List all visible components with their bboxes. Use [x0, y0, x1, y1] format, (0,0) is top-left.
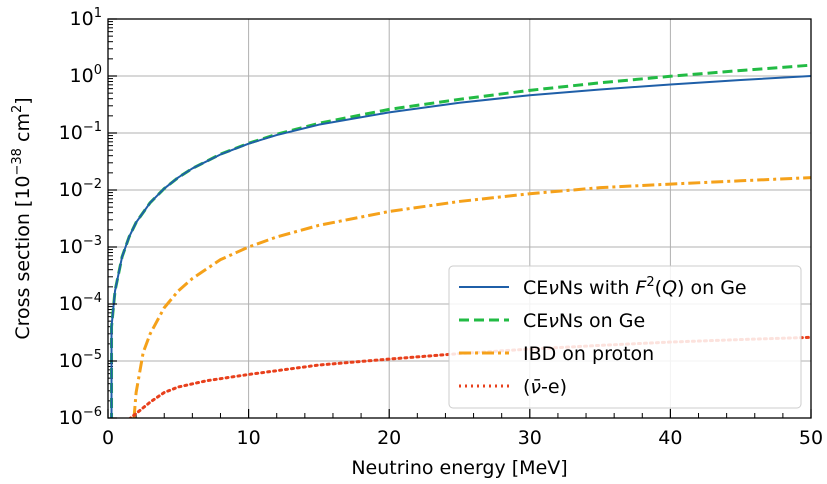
y-tick-exp: −4	[83, 291, 102, 306]
legend-label-cevns: CEνNs on Ge	[523, 310, 645, 332]
legend-box	[448, 265, 802, 409]
y-tick-base: 10	[59, 293, 83, 315]
y-tick-label: 100	[70, 63, 102, 87]
x-tick-label: 0	[102, 427, 114, 449]
y-tick-exp: −3	[83, 234, 102, 249]
y-tick-base: 10	[59, 350, 83, 372]
x-tick-labels: 0 10 20 30 40 50	[102, 427, 823, 449]
y-tick-label: 10−1	[59, 120, 102, 144]
series-line-ibd	[132, 176, 811, 418]
y-tick-label: 101	[70, 6, 102, 30]
legend-label-cevns-form-factor: CEνNs with F2(Q) on Ge	[523, 275, 747, 299]
legend-label-nu-e: (ν̄-e)	[523, 376, 567, 398]
y-tick-base: 10	[70, 65, 94, 87]
y-tick-label: 10−2	[59, 177, 102, 201]
x-axis-label: Neutrino energy [MeV]	[351, 457, 567, 479]
y-tick-label: 10−4	[59, 291, 102, 315]
x-tick-label: 10	[237, 427, 261, 449]
y-tick-exp: 1	[94, 6, 102, 21]
y-axis-label-close: ]	[12, 97, 34, 104]
major-ticks	[107, 18, 812, 419]
y-tick-base: 10	[70, 8, 94, 30]
legend: CEνNs with F2(Q) on Ge CEνNs on Ge IBD o…	[448, 265, 802, 409]
y-axis-label-exp: −38	[10, 148, 25, 175]
x-tick-label: 40	[658, 427, 682, 449]
y-tick-label: 10−5	[59, 348, 102, 372]
plot-frame	[107, 18, 812, 419]
y-tick-base: 10	[59, 179, 83, 201]
y-tick-base: 10	[59, 407, 83, 429]
y-tick-label: 10−3	[59, 234, 102, 258]
x-tick-label: 20	[377, 427, 401, 449]
y-tick-exp: −1	[83, 120, 102, 135]
y-tick-exp: −5	[83, 348, 102, 363]
y-axis-label-unit: cm	[12, 113, 34, 148]
y-axis-label: Cross section [10−38 cm2]	[10, 97, 34, 339]
x-tick-label: 30	[518, 427, 542, 449]
legend-label-ibd: IBD on proton	[523, 343, 654, 365]
x-tick-label: 50	[799, 427, 823, 449]
y-axis-label-unit-exp: 2	[10, 105, 25, 113]
y-tick-label: 10−6	[59, 405, 102, 429]
series-line-cevns-form-factor	[110, 75, 811, 418]
y-tick-exp: 0	[94, 63, 102, 78]
y-tick-exp: −2	[83, 177, 102, 192]
y-tick-base: 10	[59, 236, 83, 258]
y-tick-exp: −6	[83, 405, 102, 420]
y-axis-label-main: Cross section [10	[12, 175, 34, 339]
y-tick-base: 10	[59, 122, 83, 144]
